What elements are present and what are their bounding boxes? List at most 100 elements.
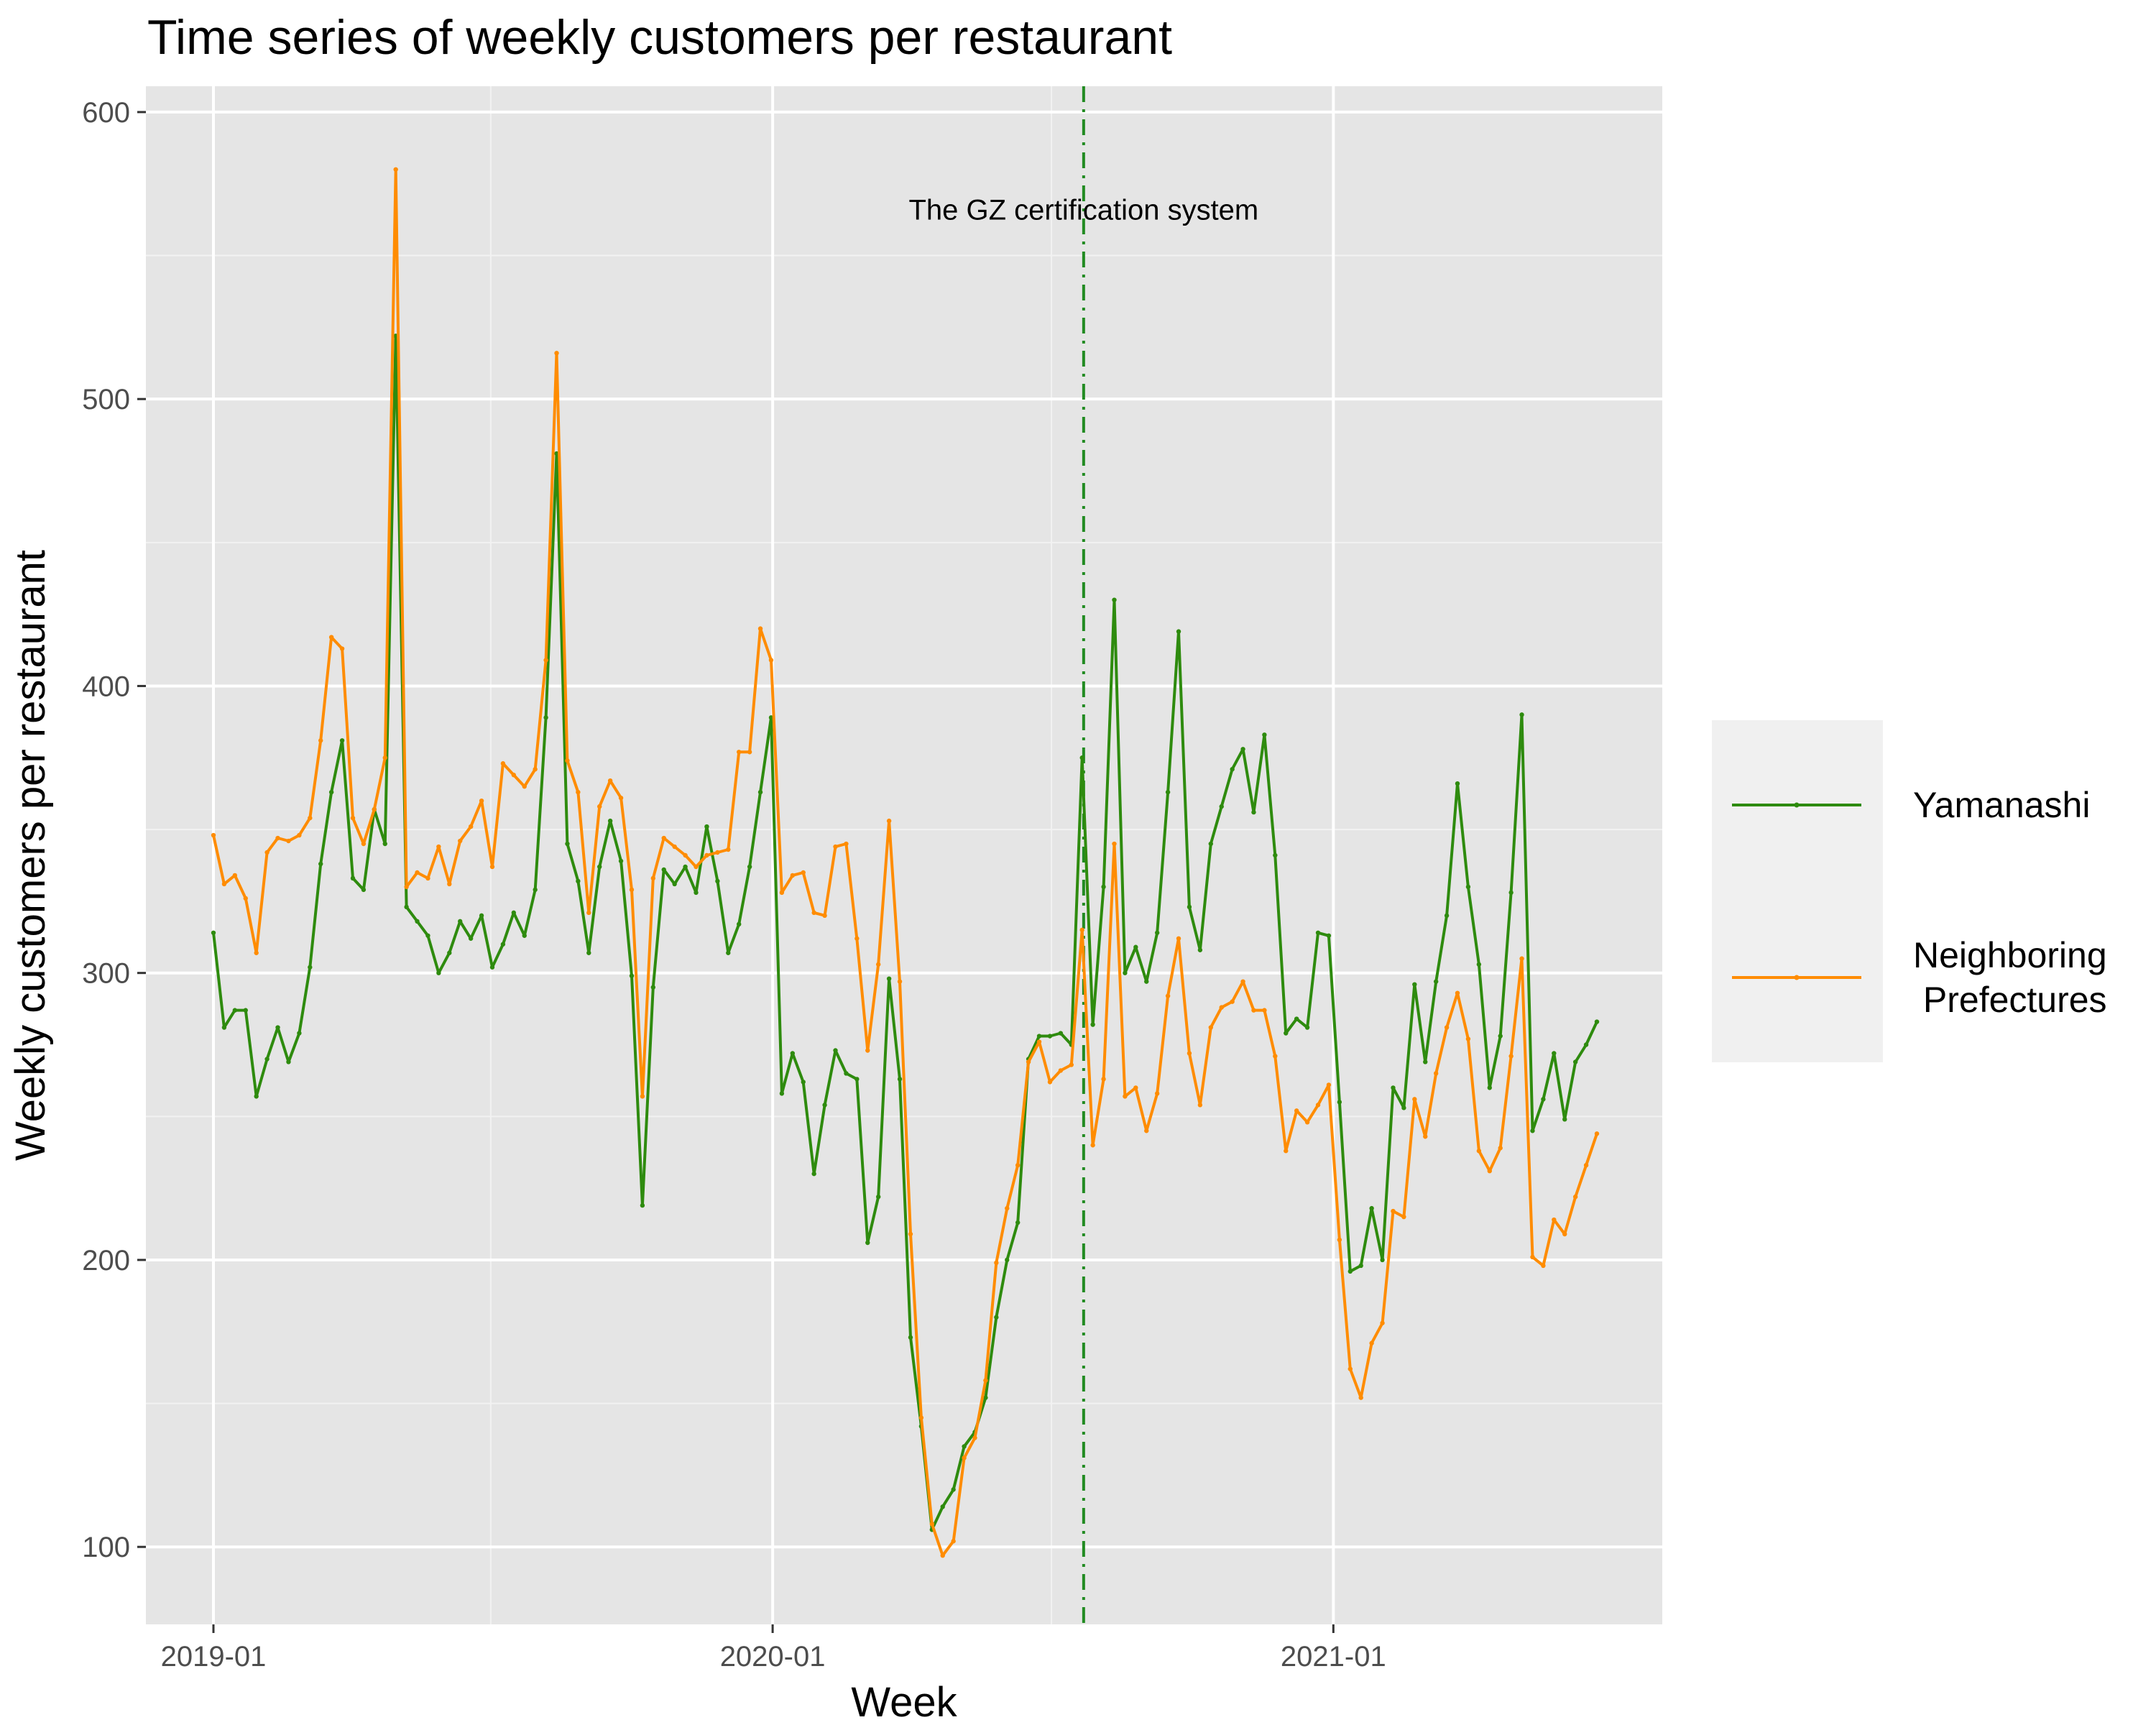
data-point [1583,1042,1589,1047]
data-point [404,884,409,890]
data-point [489,965,495,970]
data-point [511,773,517,778]
data-point [1294,1016,1299,1021]
data-point [747,864,752,870]
data-point [1240,747,1245,752]
data-point [650,985,656,990]
data-point [339,738,345,743]
series-line-1 [212,167,1598,1558]
data-point [1015,1162,1021,1168]
data-point [640,1094,645,1099]
data-point [801,870,806,875]
data-point [886,818,892,824]
data-point [1154,1091,1160,1096]
data-point [1562,1231,1567,1237]
data-point [597,864,602,870]
data-point [221,881,227,887]
data-point [1562,1117,1567,1122]
data-point [1391,1085,1396,1090]
data-point [1498,1146,1503,1151]
data-point [1358,1263,1363,1269]
legend-label-line: Yamanashi [1913,785,2090,825]
data-point [1015,1220,1021,1225]
data-point [972,1435,977,1440]
data-point [468,824,474,829]
data-point [243,896,248,901]
data-point [1047,1080,1053,1085]
data-point [875,1194,881,1200]
data-point [790,1051,796,1056]
data-point [1208,841,1213,847]
data-point [1079,755,1084,760]
data-point [1304,1120,1310,1125]
data-point [854,936,860,941]
data-point [254,1094,259,1099]
data-point [361,887,367,893]
data-point [779,890,785,896]
data-point [221,1025,227,1030]
data-point [243,1008,248,1013]
data-point [607,818,613,824]
data-point [1508,890,1514,896]
data-point [1348,1269,1353,1274]
data-point [918,1415,924,1420]
data-point [908,1335,913,1340]
data-point [597,804,602,809]
data-point [232,1008,238,1013]
data-point [1369,1205,1374,1211]
x-tick-label: 2020-01 [720,1641,826,1673]
data-point [479,798,484,804]
data-point [1541,1097,1546,1102]
data-point [1165,789,1171,795]
data-point [1465,1036,1471,1041]
data-point [1197,1103,1203,1108]
data-point [1487,1085,1492,1090]
data-point [565,758,570,763]
data-point [554,351,559,356]
data-point [1251,809,1256,815]
data-point [275,835,280,841]
data-point [308,815,313,821]
data-point [1594,1019,1600,1024]
data-point [704,824,709,829]
x-tick-label: 2021-01 [1281,1641,1386,1673]
data-point [897,979,903,984]
data-point [447,950,452,955]
data-point [586,910,591,916]
data-point [618,858,624,864]
data-point [629,973,635,978]
data-point [1401,1214,1406,1220]
data-point [790,873,796,878]
data-point [1230,999,1235,1004]
data-point [1154,930,1160,935]
data-point [533,767,538,772]
data-point [1433,1071,1439,1076]
data-point [726,847,731,852]
data-point [393,167,398,172]
data-point [1251,1008,1256,1013]
data-point [211,930,216,935]
data-point [576,789,581,795]
data-point [1401,1105,1406,1110]
legend-key-point-0 [1794,802,1800,808]
data-point [737,750,742,755]
data-point [1284,1149,1289,1154]
data-point [1058,1031,1064,1036]
data-point [1219,804,1224,809]
data-point [1552,1217,1557,1223]
data-point [500,761,506,766]
data-point [747,750,752,755]
data-point [1187,904,1192,910]
data-point [1358,1395,1363,1400]
data-point [929,1522,935,1527]
data-point [672,881,677,887]
x-tick-label: 2019-01 [161,1641,267,1673]
data-point [1326,1082,1332,1087]
data-point [1090,1143,1095,1148]
data-point [254,950,259,955]
data-point [489,864,495,870]
data-point [1369,1340,1374,1346]
data-point [994,1315,999,1320]
data-point [715,850,720,855]
data-point [1005,1257,1010,1263]
